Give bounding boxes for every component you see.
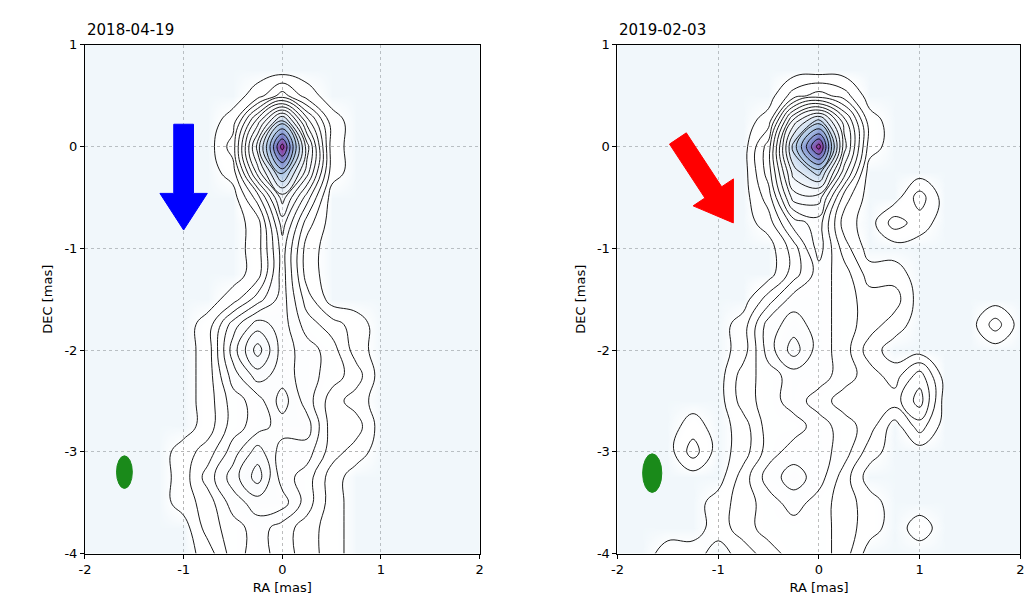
svg-text:2: 2 xyxy=(1016,562,1024,577)
svg-text:2: 2 xyxy=(476,562,484,577)
svg-text:-3: -3 xyxy=(597,444,610,459)
svg-text:-3: -3 xyxy=(64,444,77,459)
svg-text:-1: -1 xyxy=(64,241,77,256)
svg-text:0: 0 xyxy=(69,139,77,154)
svg-text:-2: -2 xyxy=(611,562,624,577)
svg-text:DEC [mas]: DEC [mas] xyxy=(40,265,55,334)
svg-text:2018-04-19: 2018-04-19 xyxy=(87,21,174,39)
svg-text:0: 0 xyxy=(602,139,610,154)
svg-text:-2: -2 xyxy=(78,562,91,577)
svg-text:DEC [mas]: DEC [mas] xyxy=(573,265,588,334)
svg-text:-2: -2 xyxy=(597,343,610,358)
svg-text:0: 0 xyxy=(278,562,286,577)
svg-text:-1: -1 xyxy=(177,562,190,577)
svg-text:0: 0 xyxy=(815,562,823,577)
svg-text:RA [mas]: RA [mas] xyxy=(789,580,848,595)
svg-text:1: 1 xyxy=(916,562,924,577)
svg-text:-1: -1 xyxy=(597,241,610,256)
svg-text:1: 1 xyxy=(602,37,610,52)
svg-text:1: 1 xyxy=(69,37,77,52)
svg-text:RA [mas]: RA [mas] xyxy=(253,580,312,595)
svg-text:-4: -4 xyxy=(64,546,77,561)
svg-text:-4: -4 xyxy=(597,546,610,561)
svg-text:2019-02-03: 2019-02-03 xyxy=(619,21,706,39)
svg-text:-1: -1 xyxy=(712,562,725,577)
svg-text:1: 1 xyxy=(377,562,385,577)
svg-text:-2: -2 xyxy=(64,343,77,358)
